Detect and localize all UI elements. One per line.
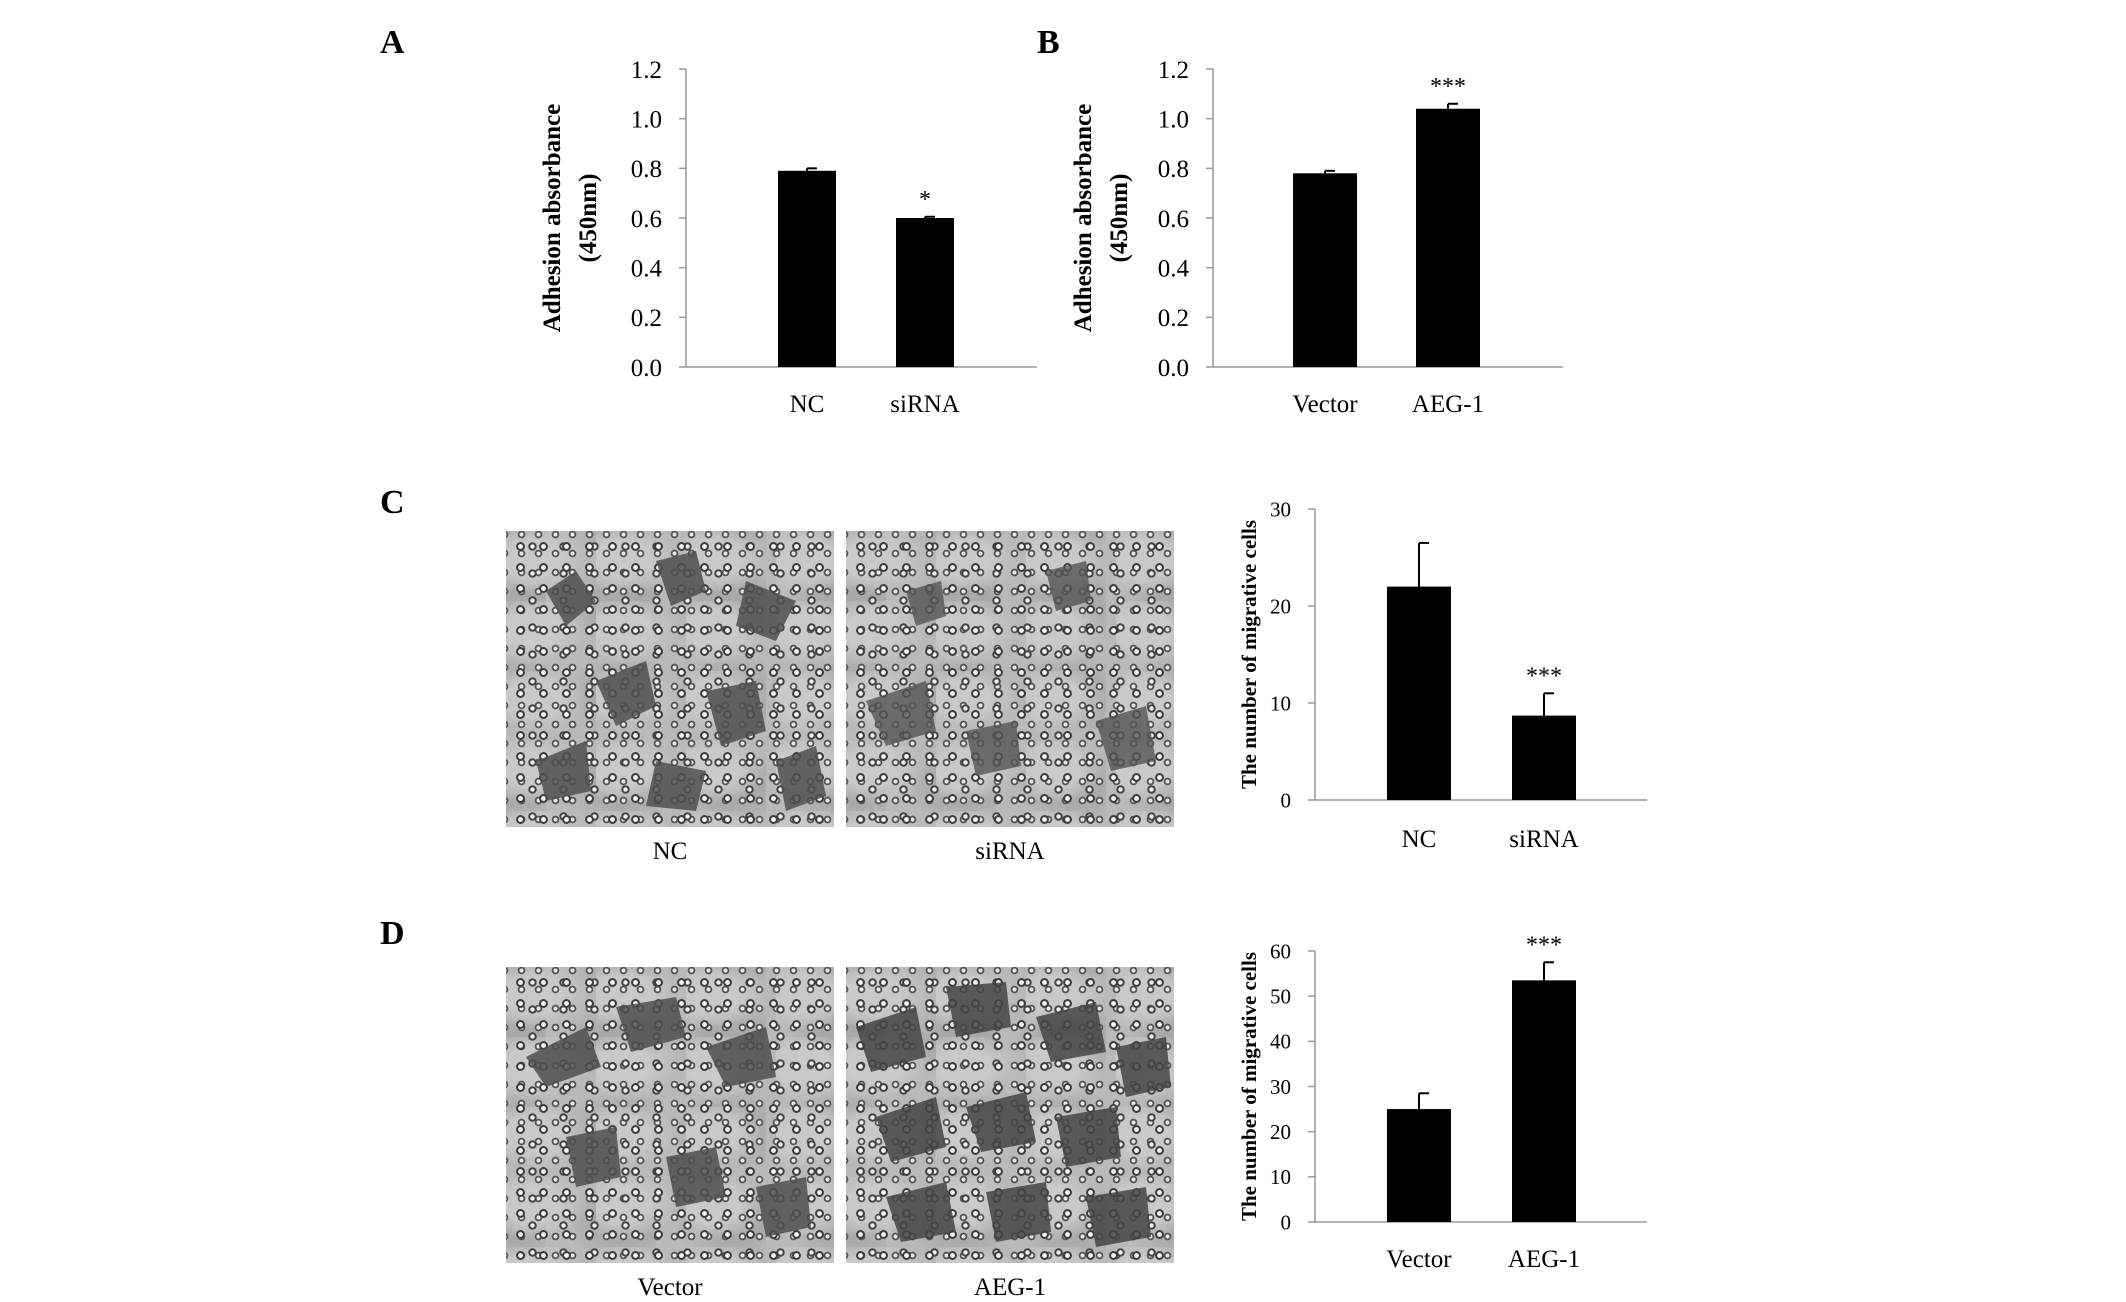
y-axis-label: (450nm) — [1106, 174, 1133, 263]
y-tick-label: 20 — [1270, 594, 1291, 618]
significance-label: *** — [1430, 74, 1466, 100]
y-tick-label: 0 — [1281, 1210, 1292, 1234]
y-tick-label: 30 — [1270, 1075, 1291, 1099]
panel-letter-d: D — [380, 915, 405, 952]
bar — [1293, 173, 1357, 367]
y-tick-label: 0.6 — [631, 206, 662, 233]
significance-label: *** — [1526, 663, 1562, 689]
y-axis-label: Adhesion absorbance — [1070, 104, 1097, 333]
bar — [778, 170, 836, 367]
y-tick-label: 1.0 — [1158, 106, 1189, 133]
bar — [1512, 980, 1576, 1222]
y-tick-label: 0.4 — [1158, 255, 1190, 282]
category-label: siRNA — [890, 391, 959, 418]
bar — [1416, 108, 1480, 367]
significance-label: *** — [1526, 932, 1562, 958]
y-tick-label: 0.0 — [1158, 355, 1189, 382]
y-tick-label: 0.6 — [1158, 206, 1189, 233]
y-tick-label: 20 — [1270, 1120, 1291, 1144]
y-axis-label: The number of migrative cells — [1237, 952, 1261, 1221]
bar — [1387, 586, 1451, 800]
y-tick-label: 50 — [1270, 985, 1291, 1009]
category-label: AEG-1 — [1412, 391, 1484, 418]
micrograph-c-sirna — [846, 531, 1174, 827]
category-label: NC — [1402, 826, 1437, 853]
panel-letter-c: C — [380, 484, 405, 521]
micrograph-d-aeg1 — [846, 967, 1174, 1263]
y-tick-label: 1.2 — [1158, 57, 1189, 84]
y-tick-label: 40 — [1270, 1030, 1291, 1054]
y-tick-label: 10 — [1270, 1165, 1291, 1189]
micrograph-c-nc-label: NC — [652, 838, 688, 865]
bar — [1512, 715, 1576, 800]
y-tick-label: 1.2 — [631, 57, 662, 84]
micrograph-d-vector-label: Vector — [637, 1274, 703, 1301]
y-axis-label: Adhesion absorbance — [539, 104, 566, 333]
y-tick-label: 0.8 — [1158, 156, 1189, 183]
y-tick-label: 0 — [1281, 788, 1292, 812]
y-tick-label: 0.2 — [631, 305, 662, 332]
y-tick-label: 0.0 — [631, 355, 662, 382]
micrograph-d-aeg1-label: AEG-1 — [973, 1274, 1047, 1301]
category-label: Vector — [1292, 391, 1358, 418]
y-axis-label: (450nm) — [575, 174, 602, 263]
y-tick-label: 0.4 — [631, 255, 663, 282]
y-tick-label: 0.2 — [1158, 305, 1189, 332]
significance-label: * — [919, 187, 931, 213]
y-tick-label: 30 — [1270, 497, 1291, 521]
bar — [896, 218, 954, 367]
bar — [1387, 1109, 1451, 1222]
category-label: Vector — [1386, 1246, 1452, 1273]
y-tick-label: 10 — [1270, 691, 1291, 715]
micrograph-d-vector — [506, 967, 834, 1263]
micrograph-c-nc — [506, 531, 834, 827]
panel-letter-a: A — [380, 24, 405, 61]
category-label: AEG-1 — [1508, 1246, 1580, 1273]
panel-letter-b: B — [1037, 24, 1060, 61]
y-axis-label: The number of migrative cells — [1237, 520, 1261, 789]
y-tick-label: 60 — [1270, 939, 1291, 963]
micrograph-c-sirna-label: siRNA — [975, 838, 1045, 865]
category-label: NC — [790, 391, 825, 418]
y-tick-label: 1.0 — [631, 106, 662, 133]
y-tick-label: 0.8 — [631, 156, 662, 183]
category-label: siRNA — [1509, 826, 1578, 853]
